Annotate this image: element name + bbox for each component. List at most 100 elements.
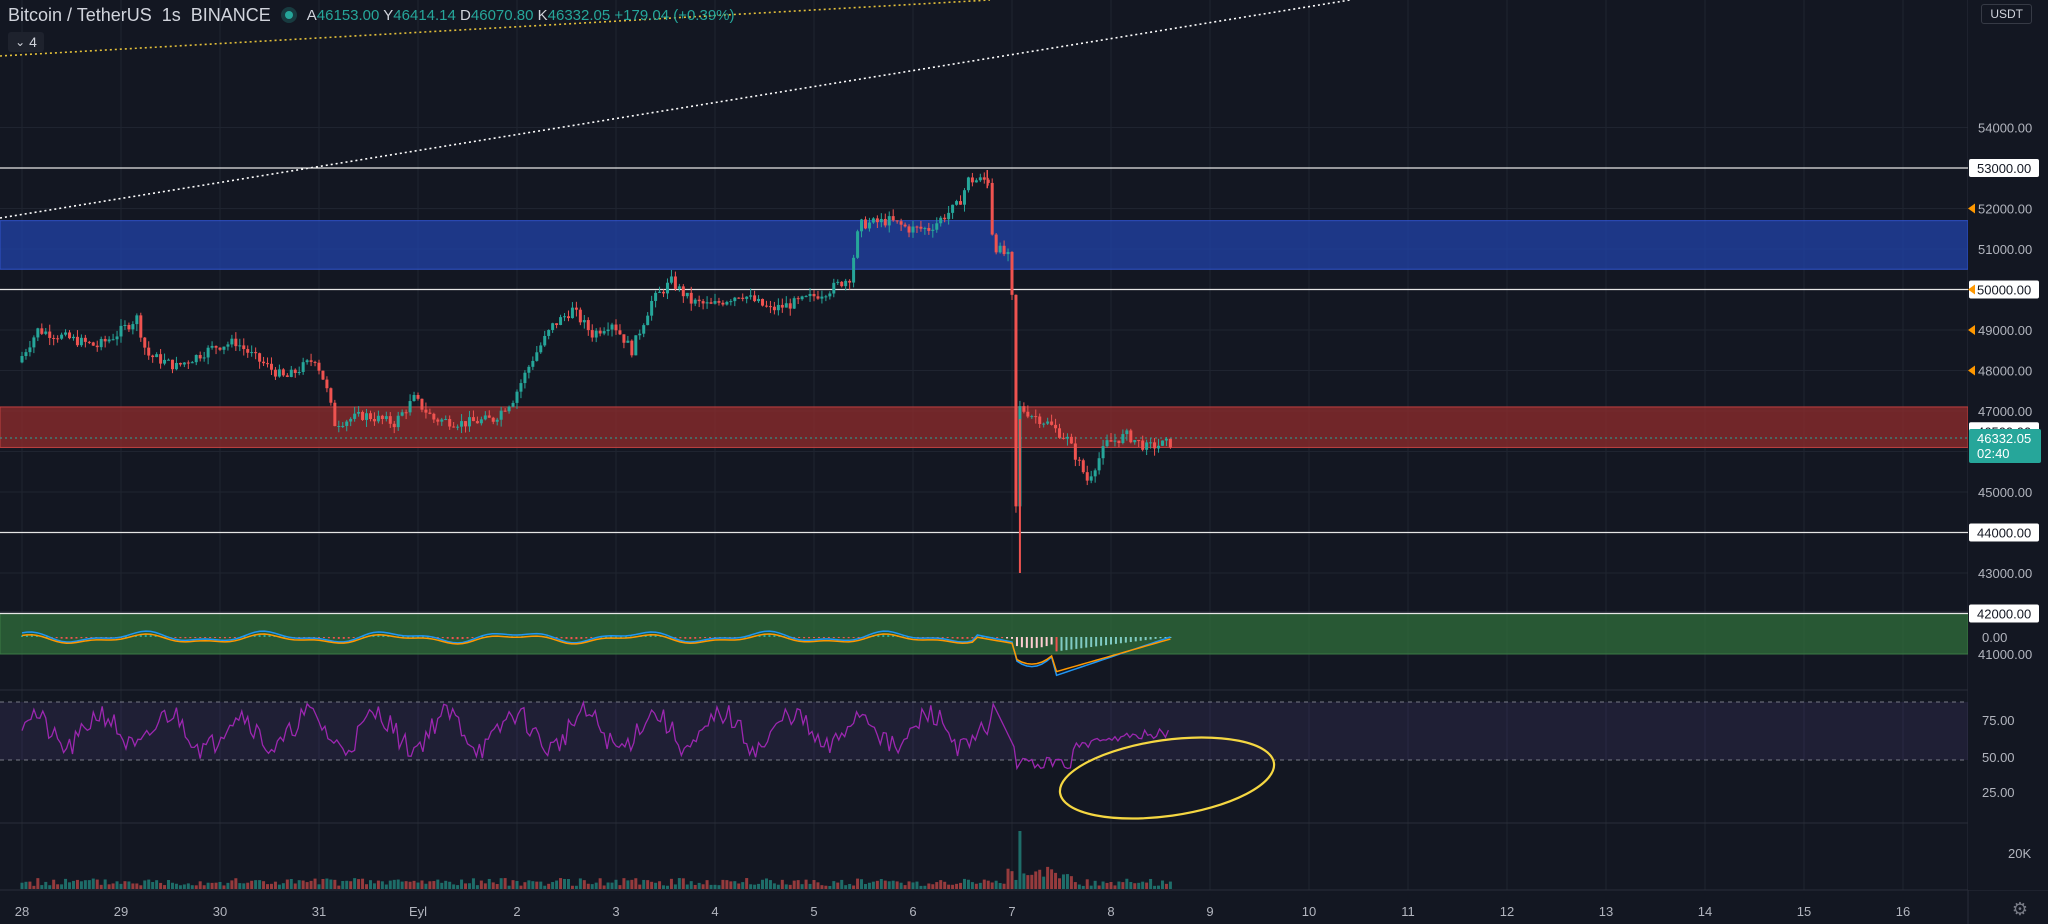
volume-bar [1153,885,1157,889]
volume-bar [293,883,297,889]
time-axis[interactable]: 28 29 30 31 Eyl 2 3 4 5 6 7 8 9 10 11 12 13 14 15 16 [15,904,1910,919]
volume-bar [1129,882,1133,889]
volume-bar [907,881,911,889]
volume-bar [1073,882,1077,889]
candle-body [547,330,551,336]
candle-body [990,182,994,235]
macd-histogram-bar [124,636,127,638]
candle-body [1129,430,1133,443]
volume-bar [147,879,151,889]
volume-bar [764,878,768,889]
candle-body [1141,440,1145,450]
volume-bar [479,880,483,889]
rsi-annotation-ellipse [1058,736,1276,820]
volume-bar [353,878,357,889]
candle-body [131,324,135,330]
candle-body [159,354,163,364]
macd-histogram-bar [575,637,578,640]
volume-bar [1050,869,1054,889]
macd-histogram-bar [1011,637,1013,639]
candle-body [254,352,258,354]
volume-bar [424,883,428,889]
candle-body [887,216,891,226]
currency-button[interactable]: USDT [1981,4,2032,24]
candle-body [404,412,408,414]
macd-histogram-bar [70,637,73,639]
volume-bar [258,880,262,889]
candle-body [333,402,337,427]
candle-body [107,339,111,342]
candle-body [167,359,171,361]
candle-body [828,293,832,297]
alert-marker-icon [1968,365,1975,376]
candle-body [226,344,230,347]
candle-body [844,280,848,287]
gear-icon[interactable]: ⚙ [2011,899,2028,919]
candle-body [24,352,28,357]
volume-bar [48,885,52,889]
price-tick-label: 51000.00 [1978,242,2032,257]
volume-bar [1157,885,1161,889]
candle-body [507,406,511,412]
candle-body [824,296,828,298]
volume-bar [297,880,301,889]
candle-body [1093,470,1097,477]
price-tick-label: 41000.00 [1978,647,2032,662]
price-axis[interactable]: 54000.00 53000.00 52000.00 51000.00 50000.00… [1968,0,2048,890]
candle-body [273,369,277,377]
volume-bar [1018,831,1022,889]
candle-body [539,345,543,353]
time-tick-label: 31 [312,904,326,919]
candle-body [863,219,867,229]
volume-bar [697,882,701,889]
volume-bar [693,884,697,889]
volume-bar [772,883,776,889]
volume-bar [939,880,943,889]
candle-body [951,204,955,213]
candle-body [808,293,812,297]
volume-bar [966,879,970,889]
candle-body [285,375,289,377]
volume-bar [444,880,448,889]
macd-histogram-bar [1070,637,1073,650]
alert-marker-icon [1968,284,1975,295]
macd-histogram-bar [179,637,182,639]
candle-body [1125,430,1129,435]
candle-body [867,222,871,229]
volume-bar [111,883,115,889]
volume-bar [618,885,622,889]
candle-body [416,395,420,399]
candle-body [879,218,883,223]
interval-label[interactable]: 1s [161,4,181,25]
candle-body [998,245,1002,253]
symbol-title[interactable]: Bitcoin / TetherUS [8,4,152,25]
volume-bar [281,883,285,889]
rsi-tick-label: 50.00 [1982,750,2015,765]
volume-bar [448,881,452,889]
volume-bar [1125,878,1129,889]
macd-histogram-bar [441,637,444,639]
candle-body [1069,436,1073,444]
candle-body [127,324,131,330]
macd-histogram-bar [1030,637,1033,649]
change-value: +179.04 (+0.39%) [614,6,735,24]
candle-body [384,416,388,420]
yellow-trendline [0,0,991,57]
candle-body [665,282,669,294]
macd-histogram-bar [35,635,38,637]
candle-body [503,410,507,412]
candle-body [994,234,998,253]
zone-green [0,613,1969,655]
time-tick-label: 9 [1206,904,1213,919]
time-tick-label: Eyl [409,904,427,919]
macd-histogram-bar [1159,637,1162,639]
candle-body [531,360,535,367]
volume-bar [127,881,131,889]
macd-histogram-bar [837,637,840,639]
volume-bar [151,882,155,889]
volume-pane [20,831,1172,889]
candle-body [563,316,567,318]
candle-body [856,231,860,258]
indicators-toggle-button[interactable]: ⌄ 4 [8,32,44,52]
